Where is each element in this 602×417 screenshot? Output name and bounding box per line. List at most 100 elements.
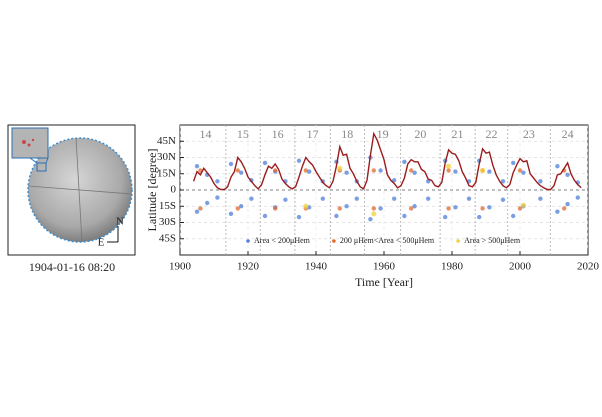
cycle-number: 15 [237, 127, 249, 141]
data-point [215, 179, 220, 184]
legend-label: Area < 200μHem [254, 236, 311, 245]
data-point [511, 213, 516, 219]
legend-label: 200 μHem<Area < 500μHem [340, 236, 435, 245]
data-point [378, 206, 383, 211]
plot-area [180, 125, 588, 255]
data-point [538, 179, 543, 184]
y-tick-label: 0 [171, 184, 177, 196]
data-point [520, 202, 527, 208]
data-point [409, 206, 414, 211]
data-point [235, 168, 240, 173]
line [192, 131, 582, 191]
data-point [511, 160, 516, 166]
data-point [303, 203, 309, 209]
data-point [477, 214, 482, 220]
data-point [555, 209, 560, 214]
image-caption: 1904-01-16 08:20 [29, 260, 115, 274]
data-point [500, 179, 506, 184]
cycle-number: 24 [562, 127, 574, 141]
data-point [487, 205, 492, 210]
data-point [334, 213, 339, 219]
x-tick-label: 1960 [373, 261, 396, 273]
data-point [296, 214, 302, 220]
x-tick-label: 1940 [305, 261, 328, 273]
data-point [194, 209, 200, 214]
legend-marker [246, 239, 250, 243]
data-point [239, 204, 244, 209]
y-axis-label: Latitude [degree] [145, 149, 159, 232]
data-point [235, 206, 240, 211]
data-point [402, 213, 407, 219]
cycle-number: 22 [485, 127, 497, 141]
legend-marker [456, 239, 460, 243]
data-point [402, 159, 407, 165]
data-point [215, 195, 220, 200]
data-point [371, 168, 376, 173]
data-point [273, 168, 278, 173]
inset-spot [31, 138, 35, 142]
y-tick-label: 45N [157, 135, 176, 147]
data-point [409, 168, 414, 173]
data-point [344, 204, 349, 209]
data-point [371, 206, 376, 211]
data-point [320, 196, 325, 201]
data-point [228, 211, 234, 217]
data-point [446, 168, 451, 173]
data-point [239, 170, 244, 175]
x-tick-label: 1900 [169, 261, 192, 273]
zoom-line [29, 157, 38, 164]
data-point [466, 196, 472, 201]
y-tick-label: 30N [157, 151, 176, 163]
y-tick-label: 30S [159, 216, 176, 228]
inset-spot [22, 140, 26, 144]
data-point [307, 169, 312, 174]
north-label: N [116, 216, 124, 228]
data-point [555, 163, 560, 169]
cycle-number: 16 [272, 127, 284, 141]
x-tick-label: 2020 [577, 261, 600, 273]
x-tick-label: 1920 [237, 261, 260, 273]
zoom-box [36, 162, 47, 172]
data-point [575, 195, 580, 200]
cycle-number: 19 [377, 127, 389, 141]
cycle-number: 17 [307, 127, 319, 141]
data-point [500, 197, 506, 202]
data-point [453, 205, 458, 210]
data-point [198, 206, 203, 211]
y-tick-label: 15S [159, 200, 176, 212]
data-point [487, 169, 492, 174]
data-point [303, 168, 308, 173]
legend-label: Area > 500μHem [464, 236, 521, 245]
data-point [205, 200, 210, 206]
data-point [480, 206, 485, 211]
cycle-number: 20 [414, 127, 426, 141]
data-point [262, 160, 268, 166]
cycle-number: 18 [341, 127, 353, 141]
data-point [538, 196, 543, 201]
solar-image-panel: N E 1904-01-16 08:20 [7, 124, 136, 274]
data-point [480, 167, 486, 174]
data-point [517, 206, 523, 211]
data-point [446, 163, 452, 169]
cycle-number: 23 [523, 127, 535, 141]
data-point [392, 196, 397, 201]
zoom-line [45, 157, 49, 164]
data-point [565, 201, 570, 207]
data-point [283, 197, 288, 202]
data-point [426, 196, 431, 201]
data-point [273, 206, 278, 211]
data-point [368, 217, 373, 222]
data-point [194, 163, 200, 169]
data-point [249, 196, 254, 201]
cycle-number: 14 [200, 127, 212, 141]
x-tick-label: 2000 [509, 261, 532, 273]
data-point [446, 206, 451, 211]
data-point [378, 168, 383, 173]
data-point [228, 161, 234, 167]
legend-marker [332, 239, 336, 243]
data-point [453, 169, 458, 174]
zoom-inset [11, 127, 49, 159]
east-label: E [98, 237, 105, 249]
x-tick-label: 1980 [441, 261, 464, 273]
